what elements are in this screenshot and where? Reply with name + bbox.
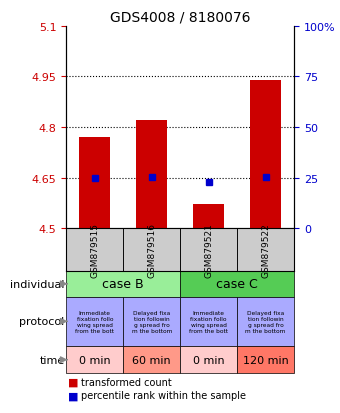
- Text: 120 min: 120 min: [243, 355, 289, 365]
- Text: GSM879516: GSM879516: [147, 223, 156, 278]
- Text: 0 min: 0 min: [193, 355, 224, 365]
- Text: time: time: [39, 355, 65, 365]
- Bar: [193, 205, 224, 228]
- Bar: [250, 81, 281, 228]
- Text: transformed count: transformed count: [81, 377, 172, 387]
- Text: Immediate
fixation follo
wing spread
from the bott: Immediate fixation follo wing spread fro…: [189, 310, 228, 333]
- Text: ■: ■: [68, 390, 79, 401]
- Bar: [79, 138, 110, 228]
- Text: case C: case C: [216, 278, 258, 291]
- Text: GSM879521: GSM879521: [204, 223, 213, 277]
- Text: GSM879522: GSM879522: [261, 223, 270, 277]
- Text: individual: individual: [10, 279, 65, 289]
- Text: Delayed fixa
tion followin
g spread fro
m the bottom: Delayed fixa tion followin g spread fro …: [245, 310, 286, 333]
- Title: GDS4008 / 8180076: GDS4008 / 8180076: [110, 10, 251, 24]
- Text: 60 min: 60 min: [132, 355, 171, 365]
- Text: case B: case B: [102, 278, 144, 291]
- Text: GSM879515: GSM879515: [90, 223, 99, 278]
- Text: Immediate
fixation follo
wing spread
from the bott: Immediate fixation follo wing spread fro…: [75, 310, 114, 333]
- Text: 0 min: 0 min: [79, 355, 111, 365]
- Bar: [136, 121, 167, 228]
- Text: ■: ■: [68, 377, 79, 387]
- Text: Delayed fixa
tion followin
g spread fro
m the bottom: Delayed fixa tion followin g spread fro …: [132, 310, 172, 333]
- Text: protocol: protocol: [19, 316, 65, 327]
- Text: percentile rank within the sample: percentile rank within the sample: [81, 390, 246, 401]
